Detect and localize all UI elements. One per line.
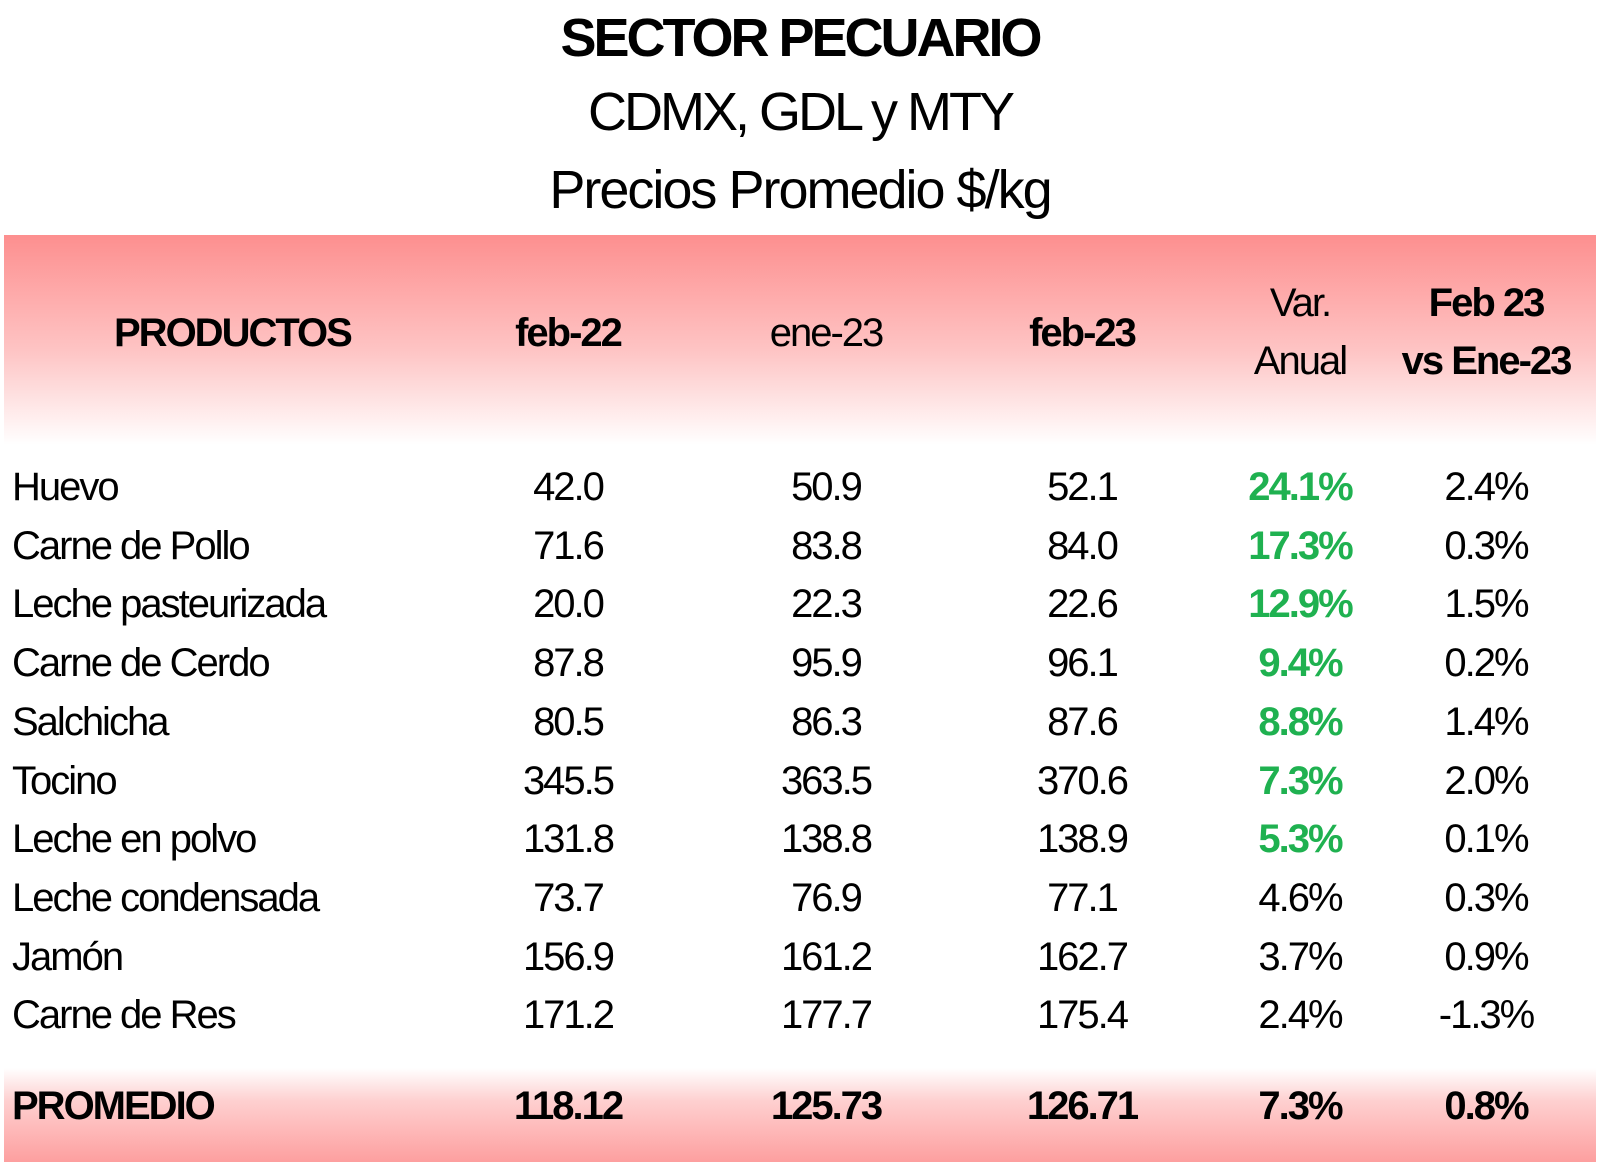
header-feb-vs-ene-line1: Feb 23 xyxy=(1428,281,1546,325)
cell-feb-vs-ene: 1.5% xyxy=(1444,582,1529,626)
cell-feb23: 175.4 xyxy=(1036,993,1129,1037)
cell-feb-vs-ene: -1.3% xyxy=(1438,993,1536,1037)
cell-feb22: 80.5 xyxy=(533,700,605,744)
promedio-feb23: 126.71 xyxy=(1026,1084,1139,1128)
promedio-label: PROMEDIO xyxy=(12,1084,216,1128)
header-productos: PRODUCTOS xyxy=(114,311,353,355)
cell-feb22: 87.8 xyxy=(533,641,605,685)
header-feb-vs-ene-line2: vs Ene-23 xyxy=(1401,339,1573,383)
cell-var-anual: 8.8% xyxy=(1258,700,1343,744)
promedio-var-anual: 7.3% xyxy=(1258,1084,1343,1128)
table-footer-band xyxy=(4,1068,1596,1162)
promedio-feb22: 118.12 xyxy=(513,1084,624,1128)
cell-ene23: 83.8 xyxy=(791,524,863,568)
table-header-band xyxy=(4,235,1596,445)
cell-producto: Salchicha xyxy=(12,700,169,744)
cell-var-anual: 12.9% xyxy=(1248,582,1353,626)
cell-var-anual: 2.4% xyxy=(1258,993,1343,1037)
header-feb22: feb-22 xyxy=(515,311,623,355)
page-title: SECTOR PECUARIO xyxy=(560,8,1042,68)
cell-feb22: 131.8 xyxy=(522,817,615,861)
cell-var-anual: 3.7% xyxy=(1258,935,1343,979)
cell-var-anual: 9.4% xyxy=(1258,641,1343,685)
cell-feb-vs-ene: 0.9% xyxy=(1444,935,1529,979)
cell-ene23: 363.5 xyxy=(780,759,873,803)
cell-producto: Carne de Cerdo xyxy=(12,641,271,685)
cell-feb22: 171.2 xyxy=(522,993,615,1037)
cell-feb23: 77.1 xyxy=(1047,876,1119,920)
cell-var-anual: 24.1% xyxy=(1248,465,1353,509)
cell-feb-vs-ene: 0.1% xyxy=(1444,817,1529,861)
cell-feb-vs-ene: 0.3% xyxy=(1444,524,1529,568)
cell-producto: Carne de Res xyxy=(12,993,237,1037)
cell-ene23: 177.7 xyxy=(780,993,873,1037)
cell-feb23: 138.9 xyxy=(1036,817,1129,861)
cell-feb-vs-ene: 1.4% xyxy=(1444,700,1529,744)
cell-ene23: 95.9 xyxy=(791,641,863,685)
cell-producto: Leche en polvo xyxy=(12,817,257,861)
cell-feb22: 20.0 xyxy=(533,582,605,626)
cell-feb23: 52.1 xyxy=(1047,465,1119,509)
cell-var-anual: 17.3% xyxy=(1248,524,1353,568)
cell-feb22: 73.7 xyxy=(533,876,605,920)
cell-ene23: 50.9 xyxy=(791,465,863,509)
cell-feb22: 42.0 xyxy=(533,465,605,509)
cell-producto: Carne de Pollo xyxy=(12,524,251,568)
cell-ene23: 76.9 xyxy=(791,876,863,920)
cell-ene23: 22.3 xyxy=(791,582,863,626)
cell-feb-vs-ene: 2.0% xyxy=(1444,759,1529,803)
cell-producto: Tocino xyxy=(12,759,118,803)
cell-ene23: 138.8 xyxy=(780,817,873,861)
cell-feb23: 87.6 xyxy=(1047,700,1119,744)
cell-feb-vs-ene: 2.4% xyxy=(1444,465,1529,509)
cell-feb23: 22.6 xyxy=(1047,582,1119,626)
promedio-ene23: 125.73 xyxy=(770,1084,883,1128)
page-subtitle-cities: CDMX, GDL y MTY xyxy=(587,82,1015,142)
cell-feb23: 162.7 xyxy=(1036,935,1129,979)
cell-feb23: 84.0 xyxy=(1047,524,1119,568)
cell-feb22: 71.6 xyxy=(533,524,605,568)
cell-producto: Jamón xyxy=(12,935,124,979)
header-var-anual-line2: Anual xyxy=(1253,339,1348,383)
header-feb23: feb-23 xyxy=(1029,311,1137,355)
cell-producto: Leche condensada xyxy=(12,876,320,920)
cell-var-anual: 7.3% xyxy=(1258,759,1343,803)
cell-feb-vs-ene: 0.2% xyxy=(1444,641,1529,685)
cell-var-anual: 5.3% xyxy=(1258,817,1343,861)
header-var-anual-line1: Var. xyxy=(1269,281,1332,325)
header-ene23: ene-23 xyxy=(769,311,885,355)
cell-ene23: 86.3 xyxy=(791,700,863,744)
cell-feb22: 156.9 xyxy=(522,935,615,979)
cell-ene23: 161.2 xyxy=(780,935,873,979)
cell-feb22: 345.5 xyxy=(522,759,615,803)
promedio-feb-vs-ene: 0.8% xyxy=(1444,1084,1529,1128)
cell-feb23: 370.6 xyxy=(1036,759,1129,803)
page-subtitle-units: Precios Promedio $/kg xyxy=(549,160,1052,220)
cell-feb23: 96.1 xyxy=(1047,641,1119,685)
cell-feb-vs-ene: 0.3% xyxy=(1444,876,1529,920)
cell-producto: Huevo xyxy=(12,465,120,509)
cell-producto: Leche pasteurizada xyxy=(12,582,327,626)
cell-var-anual: 4.6% xyxy=(1258,876,1343,920)
